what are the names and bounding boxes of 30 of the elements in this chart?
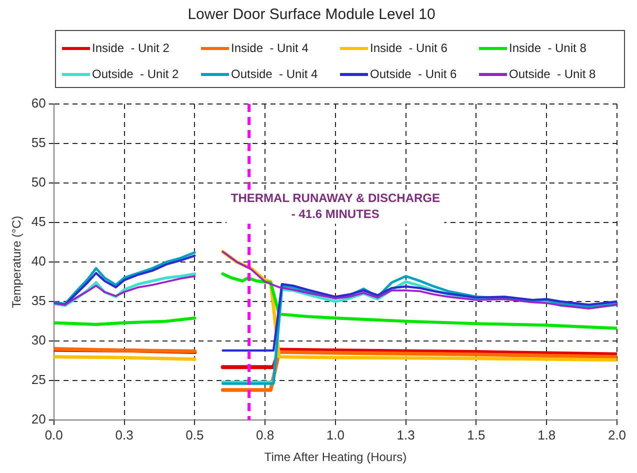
legend-label: Inside - Unit 8 — [509, 41, 586, 55]
legend-label: Outside - Unit 2 — [92, 67, 179, 81]
y-tick-label: 25 — [31, 372, 46, 388]
y-tick-label: 30 — [31, 332, 46, 348]
annotation: THERMAL RUNAWAY & DISCHARGE - 41.6 MINUTES — [230, 191, 440, 222]
x-tick-label: 1.0 — [326, 427, 344, 442]
y-axis-title: Temperature (°C) — [10, 216, 24, 308]
chart-title: Lower Door Surface Module Level 10 — [188, 6, 436, 24]
legend-label: Inside - Unit 6 — [370, 41, 448, 55]
x-tick-label: 1.5 — [467, 427, 486, 442]
legend-label: Inside - Unit 2 — [92, 41, 170, 55]
x-tick-label: 2.0 — [608, 427, 626, 442]
x-tick-label: 0.3 — [115, 427, 134, 442]
y-tick-label: 60 — [31, 96, 46, 111]
x-tick-label: 0.5 — [186, 427, 204, 442]
x-tick-label: 1.3 — [396, 427, 415, 442]
x-tick-label: 1.8 — [538, 427, 556, 442]
x-axis-title: Time After Heating (Hours) — [264, 450, 407, 464]
legend-label: Outside - Unit 4 — [231, 67, 318, 81]
y-tick-label: 20 — [31, 412, 46, 427]
x-tick-label: 0.8 — [256, 427, 274, 442]
x-tick-label: 0.0 — [44, 427, 63, 442]
y-tick-label: 50 — [31, 174, 46, 190]
legend-label: Inside - Unit 4 — [231, 41, 308, 55]
y-tick-label: 55 — [31, 135, 46, 150]
y-tick-label: 35 — [31, 293, 46, 308]
y-tick-label: 45 — [31, 214, 46, 230]
legend-label: Outside - Unit 8 — [509, 67, 596, 81]
y-tick-label: 40 — [31, 254, 46, 269]
legend-label: Outside - Unit 6 — [370, 67, 457, 81]
